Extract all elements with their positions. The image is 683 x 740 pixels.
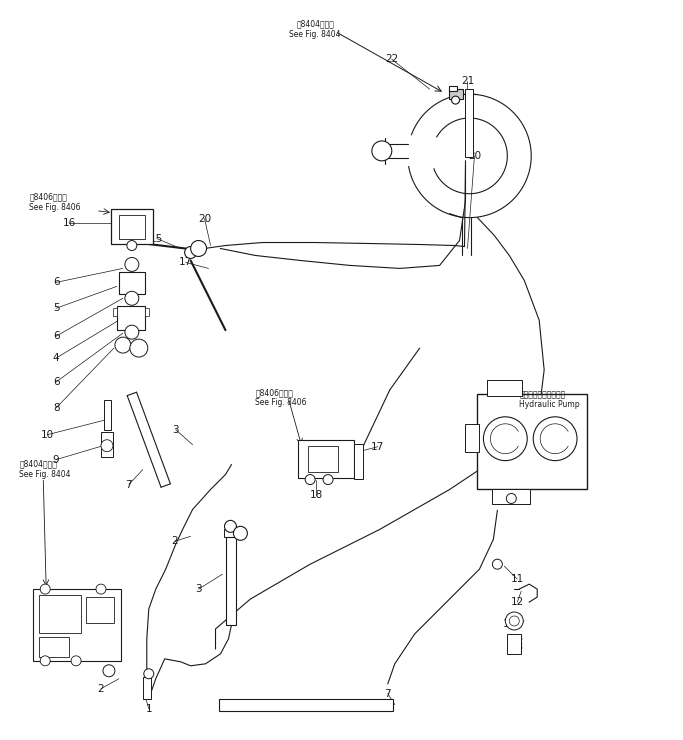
Bar (117, 306, 145, 330)
Circle shape (101, 440, 113, 451)
Text: 14: 14 (503, 619, 516, 629)
Circle shape (533, 417, 577, 460)
Circle shape (125, 258, 139, 272)
Bar (507, 634, 521, 654)
Bar (477, 394, 587, 488)
Bar (104, 400, 111, 430)
Circle shape (451, 96, 460, 104)
Circle shape (130, 339, 148, 357)
Circle shape (125, 325, 139, 339)
Bar (119, 215, 145, 238)
Text: 第8406図参照
See Fig. 8406: 第8406図参照 See Fig. 8406 (255, 388, 307, 407)
Text: 11: 11 (511, 574, 524, 584)
Circle shape (305, 474, 315, 485)
Circle shape (127, 240, 137, 250)
Circle shape (103, 665, 115, 677)
Bar (111, 209, 153, 243)
Circle shape (115, 337, 131, 353)
Circle shape (144, 669, 154, 679)
Circle shape (484, 417, 527, 460)
Circle shape (225, 520, 236, 532)
Text: 16: 16 (62, 218, 76, 228)
Text: 18: 18 (309, 491, 323, 500)
Text: 2: 2 (171, 536, 178, 546)
Text: 3: 3 (195, 584, 202, 594)
Text: 9: 9 (53, 454, 59, 465)
Text: 7: 7 (126, 480, 133, 490)
Text: 第8404図参照
See Fig. 8404: 第8404図参照 See Fig. 8404 (19, 460, 71, 479)
Circle shape (71, 656, 81, 666)
Text: 17: 17 (372, 442, 385, 451)
Circle shape (506, 494, 516, 503)
Bar (113, 309, 117, 316)
Bar (227, 537, 236, 625)
Circle shape (96, 584, 106, 594)
Circle shape (323, 474, 333, 485)
Bar (219, 699, 393, 710)
Text: 第8404図参照
See Fig. 8404: 第8404図参照 See Fig. 8404 (290, 19, 341, 38)
Bar (466, 424, 479, 451)
Bar (86, 597, 114, 623)
Bar (466, 89, 473, 157)
Text: 21: 21 (461, 76, 474, 86)
Text: 13: 13 (511, 642, 524, 652)
Text: 5: 5 (53, 303, 59, 313)
Text: 1: 1 (145, 704, 152, 713)
Text: 12: 12 (511, 597, 524, 607)
Text: 第8406図参照
See Fig. 8406: 第8406図参照 See Fig. 8406 (29, 192, 81, 212)
Bar (308, 445, 338, 471)
Bar (449, 86, 456, 91)
Circle shape (191, 240, 206, 257)
Circle shape (184, 246, 197, 258)
Bar (145, 309, 149, 316)
Bar (143, 677, 151, 699)
Circle shape (125, 292, 139, 306)
Circle shape (505, 612, 523, 630)
Text: 8: 8 (53, 403, 59, 413)
Text: 6: 6 (53, 331, 59, 341)
Circle shape (40, 584, 50, 594)
Text: 22: 22 (385, 54, 398, 64)
Bar (298, 440, 354, 477)
Bar (39, 637, 69, 657)
Text: 20: 20 (468, 151, 481, 161)
Text: 15: 15 (150, 234, 163, 243)
Circle shape (40, 656, 50, 666)
Bar (101, 431, 113, 457)
Bar (492, 488, 530, 505)
Text: 19: 19 (298, 471, 311, 480)
Text: 17: 17 (179, 258, 192, 267)
Bar (33, 589, 121, 661)
Bar (225, 529, 236, 537)
Bar (449, 89, 462, 99)
Bar (354, 444, 363, 479)
Circle shape (492, 559, 502, 569)
Circle shape (510, 616, 519, 626)
Circle shape (372, 141, 392, 161)
Text: 4: 4 (53, 353, 59, 363)
Bar (39, 595, 81, 633)
Text: ハイドロリックポンプ
Hydraulic Pump: ハイドロリックポンプ Hydraulic Pump (519, 390, 580, 409)
Circle shape (234, 526, 247, 540)
Text: 6: 6 (53, 278, 59, 287)
Bar (119, 272, 145, 295)
Text: 6: 6 (53, 377, 59, 387)
Text: 3: 3 (172, 425, 179, 435)
Bar (488, 380, 522, 396)
Text: 2: 2 (98, 684, 104, 693)
Text: 10: 10 (41, 430, 54, 440)
Text: 7: 7 (385, 689, 391, 699)
Text: 20: 20 (198, 214, 211, 223)
